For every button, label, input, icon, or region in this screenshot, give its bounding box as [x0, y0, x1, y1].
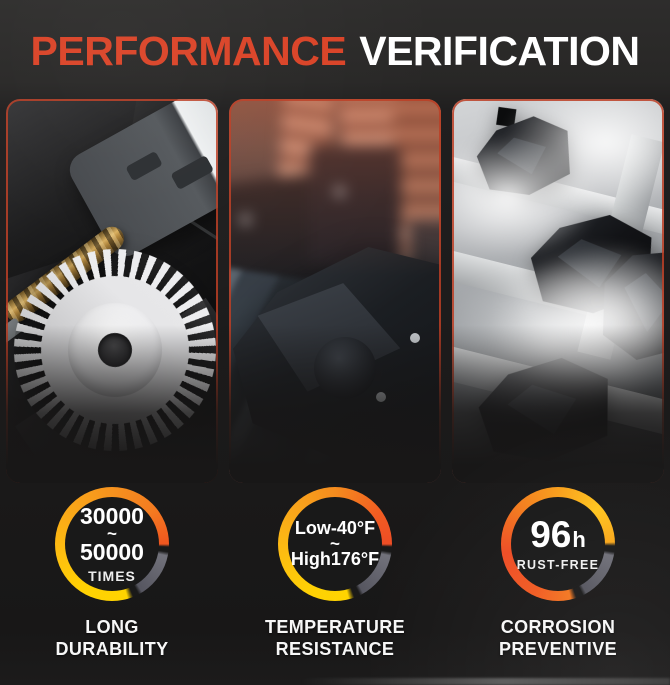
rust-free-hours: 96 h	[530, 516, 586, 553]
caption-line: RESISTANCE	[275, 638, 395, 659]
heat-glow-tint	[229, 99, 441, 483]
durability-max-value: 50000	[80, 538, 144, 565]
panel-temperature-photo	[229, 99, 441, 483]
caption-line: PREVENTIVE	[498, 638, 618, 659]
blurred-hot-components	[229, 99, 441, 483]
panel-corrosion-photo	[452, 99, 664, 483]
motor-slot	[170, 154, 215, 191]
caption-temperature-resistance: TEMPERATURE RESISTANCE	[265, 617, 405, 661]
temperature-stat: Low-40°F ~ High176°F	[288, 497, 382, 591]
page-title: PERFORMANCE VERIFICATION	[0, 28, 670, 74]
caption-line: CORROSION	[500, 617, 616, 637]
gear-shading	[6, 234, 218, 466]
durability-progress-ring: 30000 ~ 50000 TIMES	[55, 487, 169, 601]
title-word-performance: PERFORMANCE	[30, 28, 347, 74]
range-tilde: ~	[330, 534, 340, 554]
badge-long-durability: 30000 ~ 50000 TIMES LONG DURABILITY	[6, 487, 218, 661]
temperature-high-value: High176°F	[290, 548, 380, 569]
white-plastic-gear	[6, 234, 218, 466]
hours-unit: h	[572, 527, 586, 552]
panel-durability-photo	[6, 99, 218, 483]
durability-unit: TIMES	[88, 567, 136, 584]
photo-panel-row	[6, 99, 664, 483]
caption-corrosion-preventive: CORROSION PREVENTIVE	[499, 617, 617, 661]
durability-min-value: 30000	[80, 503, 144, 530]
title-word-verification: VERIFICATION	[359, 28, 640, 74]
durability-stat: 30000 ~ 50000 TIMES	[65, 497, 159, 591]
range-tilde: ~	[107, 524, 117, 544]
caption-line: LONG	[85, 617, 139, 637]
temperature-low-value: Low-40°F	[294, 517, 376, 538]
stat-badge-row: 30000 ~ 50000 TIMES LONG DURABILITY Low-…	[6, 487, 664, 661]
caption-long-durability: LONG DURABILITY	[56, 617, 169, 661]
heated-part-stack	[393, 99, 441, 219]
temperature-progress-ring: Low-40°F ~ High176°F	[278, 487, 392, 601]
badge-temperature-resistance: Low-40°F ~ High176°F TEMPERATURE RESISTA…	[229, 487, 441, 661]
metal-glint	[241, 215, 250, 224]
metal-glint	[335, 187, 344, 196]
badge-corrosion-preventive: 96 h RUST-FREE CORROSION PREVENTIVE	[452, 487, 664, 661]
motor-slot	[125, 150, 163, 182]
salt-spray-fog	[452, 99, 664, 483]
rust-free-label: RUST-FREE	[516, 558, 600, 572]
hours-value: 96	[530, 514, 572, 555]
corrosion-progress-ring: 96 h RUST-FREE	[501, 487, 615, 601]
caption-line: DURABILITY	[55, 638, 169, 659]
floor-highlight	[300, 678, 670, 685]
actuator-silhouette	[309, 145, 401, 267]
caption-line: TEMPERATURE	[264, 617, 406, 637]
corrosion-stat: 96 h RUST-FREE	[511, 497, 605, 591]
